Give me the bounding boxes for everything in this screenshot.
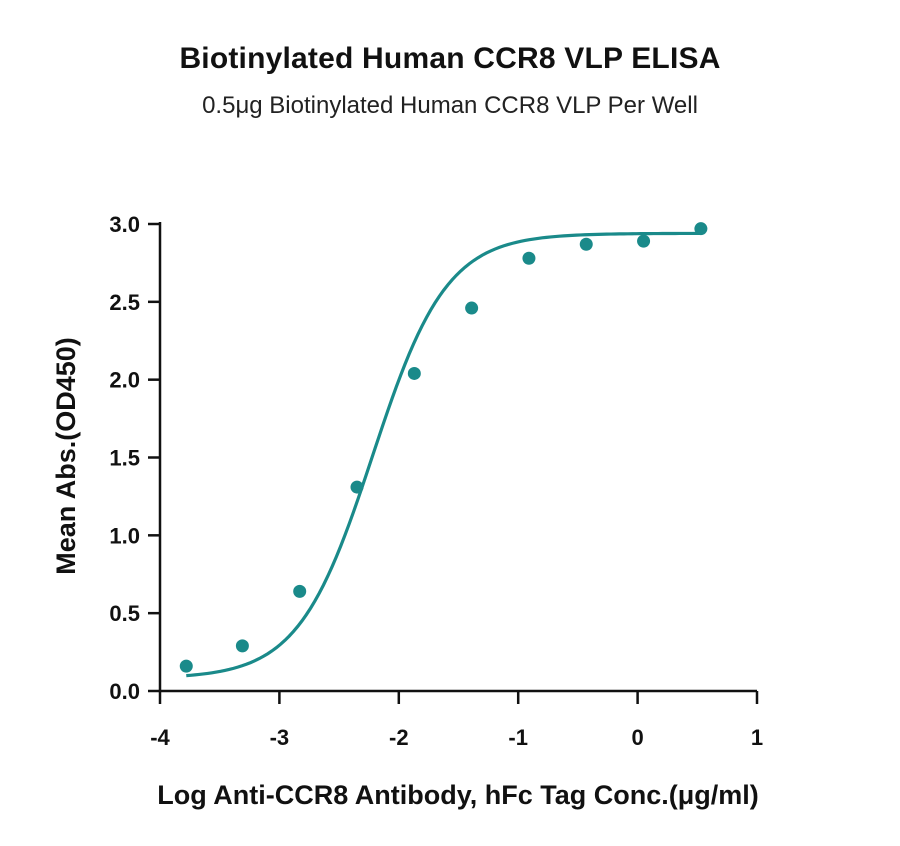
y-tick-label: 3.0	[109, 212, 140, 237]
data-point	[694, 222, 708, 236]
axes	[158, 222, 757, 693]
x-tick-label: -4	[150, 725, 170, 750]
chart-subtitle: 0.5μg Biotinylated Human CCR8 VLP Per We…	[202, 92, 698, 119]
y-tick-label: 1.0	[109, 523, 140, 548]
data-point	[350, 480, 364, 494]
x-tick-label: 0	[631, 725, 643, 750]
x-tick-label: -1	[508, 725, 528, 750]
y-tick-label: 0.0	[109, 679, 140, 704]
data-point	[579, 237, 593, 251]
x-tick-label: -2	[389, 725, 409, 750]
x-axis-title: Log Anti-CCR8 Antibody, hFc Tag Conc.(μg…	[157, 780, 758, 810]
data-point	[522, 251, 536, 265]
y-ticks: 0.0 0.5 1.0 1.5 2.0 2.5 3.0	[109, 212, 160, 704]
data-point	[637, 234, 651, 248]
data-point	[407, 366, 421, 380]
y-tick-label: 0.5	[109, 601, 140, 626]
data-point	[179, 659, 193, 673]
x-tick-label: -3	[270, 725, 290, 750]
data-point	[293, 584, 307, 598]
data-point	[235, 639, 249, 653]
chart-title: Biotinylated Human CCR8 VLP ELISA	[179, 42, 721, 75]
y-axis-title: Mean Abs.(OD450)	[51, 337, 81, 575]
x-tick-label: 1	[751, 725, 763, 750]
y-tick-label: 2.0	[109, 368, 140, 393]
y-tick-label: 1.5	[109, 446, 140, 471]
y-tick-label: 2.5	[109, 290, 140, 315]
x-ticks: -4 -3 -2 -1 0 1	[150, 691, 763, 750]
data-point	[465, 301, 479, 315]
fit-curve	[186, 231, 701, 678]
data-points	[179, 222, 708, 673]
